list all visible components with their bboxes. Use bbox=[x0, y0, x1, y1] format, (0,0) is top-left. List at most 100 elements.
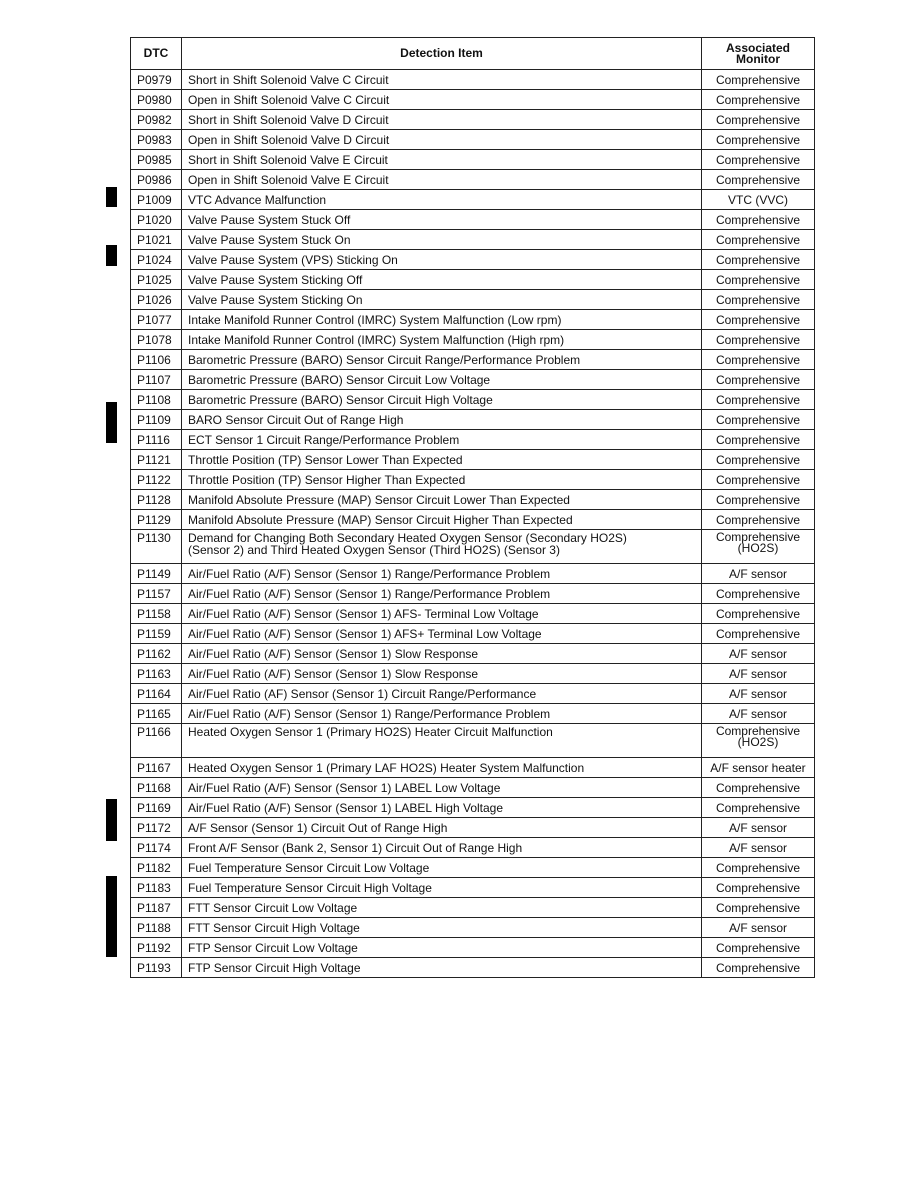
dtc-cell: P1168 bbox=[130, 777, 182, 798]
detection-item-cell: Heated Oxygen Sensor 1 (Primary HO2S) He… bbox=[181, 723, 702, 758]
detection-item: Air/Fuel Ratio (A/F) Sensor (Sensor 1) L… bbox=[188, 800, 504, 815]
detection-item: FTP Sensor Circuit Low Voltage bbox=[188, 940, 358, 955]
detection-item-cell: Manifold Absolute Pressure (MAP) Sensor … bbox=[181, 509, 702, 530]
detection-item: Air/Fuel Ratio (A/F) Sensor (Sensor 1) R… bbox=[188, 706, 551, 721]
detection-item: A/F Sensor (Sensor 1) Circuit Out of Ran… bbox=[188, 820, 448, 835]
table-row: P1165 Air/Fuel Ratio (A/F) Sensor (Sensor… bbox=[130, 703, 815, 724]
detection-item-cell: Heated Oxygen Sensor 1 (Primary LAF HO2S… bbox=[181, 757, 702, 778]
detection-item: Air/Fuel Ratio (A/F) Sensor (Sensor 1) L… bbox=[188, 780, 501, 795]
detection-item: Air/Fuel Ratio (A/F) Sensor (Sensor 1) R… bbox=[188, 566, 551, 581]
dtc-cell: P1024 bbox=[130, 249, 182, 270]
dtc-cell: P1129 bbox=[130, 509, 182, 530]
table-row: P1174 Front A/F Sensor (Bank 2, Sensor 1)… bbox=[130, 837, 815, 858]
monitor: A/F sensor bbox=[728, 666, 788, 681]
monitor: Comprehensive bbox=[715, 900, 801, 915]
dtc-code: P1024 bbox=[137, 252, 172, 267]
detection-item-cell: Air/Fuel Ratio (A/F) Sensor (Sensor 1) R… bbox=[181, 703, 702, 724]
monitor-cell: A/F sensor bbox=[701, 563, 815, 584]
dtc-code: P1163 bbox=[137, 666, 171, 681]
monitor-cell: Comprehensive bbox=[701, 469, 815, 490]
dtc-code: P1128 bbox=[137, 492, 171, 507]
dtc-cell: P0979 bbox=[130, 69, 182, 90]
detection-item-cell: Air/Fuel Ratio (A/F) Sensor (Sensor 1) A… bbox=[181, 603, 702, 624]
detection-item-cell: Air/Fuel Ratio (A/F) Sensor (Sensor 1) R… bbox=[181, 563, 702, 584]
detection-item: Barometric Pressure (BARO) Sensor Circui… bbox=[188, 372, 491, 387]
detection-item-cell: Intake Manifold Runner Control (IMRC) Sy… bbox=[181, 329, 702, 350]
monitor-cell: A/F sensor bbox=[701, 683, 815, 704]
monitor-cell: Comprehensive bbox=[701, 623, 815, 644]
monitor: Comprehensive bbox=[715, 472, 801, 487]
monitor-cell: Comprehensive bbox=[701, 857, 815, 878]
monitor-cell: Comprehensive bbox=[701, 389, 815, 410]
detection-item: Intake Manifold Runner Control (IMRC) Sy… bbox=[188, 332, 565, 347]
table-row: P1128 Manifold Absolute Pressure (MAP) Se… bbox=[130, 489, 815, 510]
detection-item: Valve Pause System (VPS) Sticking On bbox=[188, 252, 398, 267]
table-row: P1157 Air/Fuel Ratio (A/F) Sensor (Sensor… bbox=[130, 583, 815, 604]
dtc-cell: P1188 bbox=[130, 917, 182, 938]
monitor: Comprehensive bbox=[715, 960, 801, 975]
monitor-cell: Comprehensive bbox=[701, 957, 815, 978]
monitor: Comprehensive bbox=[715, 272, 801, 287]
monitor: Comprehensive bbox=[715, 530, 801, 544]
dtc-code: P1187 bbox=[137, 900, 171, 915]
dtc-cell: P1121 bbox=[130, 449, 182, 470]
dtc-code: P1009 bbox=[137, 192, 172, 207]
table-row: P0979 Short in Shift Solenoid Valve C Cir… bbox=[130, 69, 815, 90]
detection-item: Air/Fuel Ratio (A/F) Sensor (Sensor 1) A… bbox=[188, 626, 542, 641]
dtc-code: P1169 bbox=[137, 800, 171, 815]
detection-item: Air/Fuel Ratio (A/F) Sensor (Sensor 1) S… bbox=[188, 646, 479, 661]
dtc-code: P0979 bbox=[137, 72, 172, 87]
detection-item: FTT Sensor Circuit High Voltage bbox=[188, 920, 360, 935]
monitor: Comprehensive bbox=[715, 412, 801, 427]
monitor-cell: Comprehensive bbox=[701, 149, 815, 170]
monitor: Comprehensive bbox=[715, 940, 801, 955]
dtc-code: P1107 bbox=[137, 372, 171, 387]
table-row: P1025 Valve Pause System Sticking Off Comp… bbox=[130, 269, 815, 290]
detection-item-cell: Air/Fuel Ratio (A/F) Sensor (Sensor 1) S… bbox=[181, 643, 702, 664]
change-bar bbox=[106, 245, 117, 266]
header-dtc: DTC bbox=[130, 37, 182, 70]
detection-item-cell: Short in Shift Solenoid Valve C Circuit bbox=[181, 69, 702, 90]
monitor-cell: A/F sensor bbox=[701, 817, 815, 838]
detection-item-line2: (Sensor 2) and Third Heated Oxygen Senso… bbox=[188, 543, 560, 557]
monitor: Comprehensive bbox=[715, 512, 801, 527]
dtc-code: P0985 bbox=[137, 152, 172, 167]
detection-item-cell: Short in Shift Solenoid Valve E Circuit bbox=[181, 149, 702, 170]
dtc-code: P1188 bbox=[137, 920, 171, 935]
detection-item-cell: VTC Advance Malfunction bbox=[181, 189, 702, 210]
dtc-code: P0983 bbox=[137, 132, 172, 147]
dtc-cell: P1122 bbox=[130, 469, 182, 490]
monitor: Comprehensive bbox=[715, 860, 801, 875]
monitor: Comprehensive bbox=[715, 292, 801, 307]
monitor: Comprehensive bbox=[715, 452, 801, 467]
dtc-code: P1116 bbox=[137, 432, 170, 447]
detection-item-cell: Throttle Position (TP) Sensor Higher Tha… bbox=[181, 469, 702, 490]
detection-item: Heated Oxygen Sensor 1 (Primary HO2S) He… bbox=[188, 725, 553, 739]
detection-item-cell: A/F Sensor (Sensor 1) Circuit Out of Ran… bbox=[181, 817, 702, 838]
table-row: P1077 Intake Manifold Runner Control (IMR… bbox=[130, 309, 815, 330]
header-detection-item: Detection Item bbox=[181, 37, 702, 70]
dtc-cell: P1174 bbox=[130, 837, 182, 858]
table-row: P1078 Intake Manifold Runner Control (IMR… bbox=[130, 329, 815, 350]
detection-item: BARO Sensor Circuit Out of Range High bbox=[188, 412, 404, 427]
change-bar bbox=[106, 876, 117, 957]
dtc-cell: P1128 bbox=[130, 489, 182, 510]
dtc-cell: P1108 bbox=[130, 389, 182, 410]
dtc-code: P1182 bbox=[137, 860, 171, 875]
monitor-cell: Comprehensive bbox=[701, 329, 815, 350]
monitor-cell: Comprehensive bbox=[701, 603, 815, 624]
detection-item-cell: Open in Shift Solenoid Valve C Circuit bbox=[181, 89, 702, 110]
dtc-code: P1166 bbox=[137, 725, 171, 739]
monitor-cell: Comprehensive bbox=[701, 129, 815, 150]
dtc-code: P1025 bbox=[137, 272, 172, 287]
dtc-cell: P1078 bbox=[130, 329, 182, 350]
detection-item-cell: Air/Fuel Ratio (A/F) Sensor (Sensor 1) L… bbox=[181, 777, 702, 798]
table-row: P1193 FTP Sensor Circuit High Voltage Comp… bbox=[130, 957, 815, 978]
detection-item-cell: Intake Manifold Runner Control (IMRC) Sy… bbox=[181, 309, 702, 330]
dtc-code: P1157 bbox=[137, 586, 171, 601]
dtc-code: P1183 bbox=[137, 880, 171, 895]
monitor: Comprehensive bbox=[715, 880, 801, 895]
monitor: Comprehensive bbox=[715, 492, 801, 507]
detection-item-cell: FTP Sensor Circuit Low Voltage bbox=[181, 937, 702, 958]
detection-item-cell: FTP Sensor Circuit High Voltage bbox=[181, 957, 702, 978]
